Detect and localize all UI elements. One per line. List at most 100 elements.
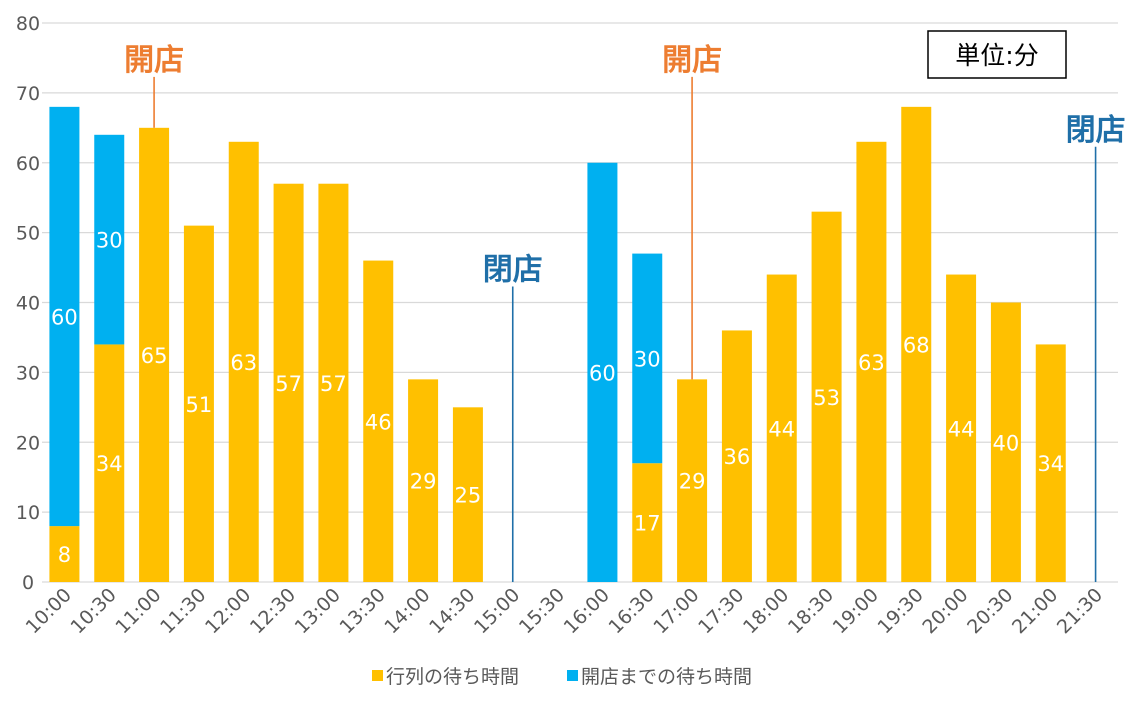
bar-queue-12:30 xyxy=(273,183,304,582)
bars xyxy=(49,106,1066,582)
bar-queue-11:00 xyxy=(139,127,170,582)
bar-data-label: 29 xyxy=(679,470,706,494)
bar-queue-11:30 xyxy=(183,225,214,582)
x-tick-label: 20:00 xyxy=(918,584,972,638)
unit-box-frame xyxy=(927,30,1067,79)
x-tick-label: 18:30 xyxy=(784,584,838,638)
x-tick-label: 18:00 xyxy=(739,584,793,638)
bar-data-label: 17 xyxy=(634,512,661,536)
unit-box-label: 単位:分 xyxy=(955,41,1038,70)
x-tick-label: 10:30 xyxy=(67,584,121,638)
bar-data-label: 29 xyxy=(410,470,437,494)
x-tick-label: 15:00 xyxy=(470,584,524,638)
legend-entry: 行列の待ち時間 xyxy=(386,666,519,688)
annotation-label: 開店 xyxy=(662,43,722,78)
x-tick-label: 12:00 xyxy=(201,584,255,638)
bar-data-label: 60 xyxy=(589,361,616,385)
x-tick-label: 21:00 xyxy=(1008,584,1062,638)
y-tick-label: 0 xyxy=(22,572,34,594)
x-tick-label: 11:30 xyxy=(156,584,210,638)
x-tick-label: 11:00 xyxy=(111,584,165,638)
bar-opening-16:30 xyxy=(632,253,663,464)
gridlines xyxy=(42,22,1118,583)
x-axis-tick-labels: 10:0010:3011:0011:3012:0012:3013:0013:30… xyxy=(22,584,1107,638)
legend-swatch xyxy=(567,670,578,681)
bar-data-label: 57 xyxy=(275,372,302,396)
annotation-label: 閉店 xyxy=(483,253,543,288)
y-tick-label: 50 xyxy=(16,223,40,245)
x-tick-label: 20:30 xyxy=(963,584,1017,638)
bar-data-label: 57 xyxy=(320,372,347,396)
annotation-label: 閉店 xyxy=(1066,113,1126,148)
bar-data-label: 53 xyxy=(813,386,840,410)
y-axis-tick-labels: 0 10 20 30 40 50 60 70 80 xyxy=(16,13,40,594)
bar-queue-18:30 xyxy=(811,211,842,582)
annotation-label: 開店 xyxy=(124,43,184,78)
x-tick-label: 16:00 xyxy=(560,584,614,638)
bar-data-label: 34 xyxy=(96,452,123,476)
y-tick-label: 40 xyxy=(16,293,40,315)
y-tick-label: 60 xyxy=(16,153,40,175)
x-tick-label: 13:30 xyxy=(336,584,390,638)
x-tick-label: 13:00 xyxy=(291,584,345,638)
bar-opening-16:00 xyxy=(587,162,618,582)
bar-data-label: 65 xyxy=(141,344,168,368)
bar-data-label: 25 xyxy=(455,484,482,508)
bar-data-label: 8 xyxy=(58,543,71,567)
bar-queue-17:30 xyxy=(721,330,752,582)
bar-data-label: 63 xyxy=(858,351,885,375)
bar-data-label: 68 xyxy=(903,333,930,357)
x-tick-label: 12:30 xyxy=(246,584,300,638)
unit-box: 単位:分 xyxy=(927,30,1067,79)
bar-queue-20:30 xyxy=(990,302,1021,582)
x-tick-label: 16:30 xyxy=(605,584,659,638)
bar-data-labels: 8 60 34 30 65 51 63 57 57 46 29 25 60 17 30 29 36 44 53 63 6… xyxy=(51,229,1064,567)
legend-entry: 開店までの待ち時間 xyxy=(581,666,752,688)
bar-queue-17:00 xyxy=(677,379,708,582)
bar-data-label: 44 xyxy=(768,417,795,441)
x-tick-label: 14:00 xyxy=(380,584,434,638)
bar-data-label: 40 xyxy=(993,431,1020,455)
legend: 行列の待ち時間 開店までの待ち時間 xyxy=(372,666,752,688)
x-tick-label: 19:00 xyxy=(829,584,883,638)
x-tick-label: 17:30 xyxy=(694,584,748,638)
y-tick-label: 80 xyxy=(16,13,40,35)
bar-opening-10:00 xyxy=(49,106,80,527)
bar-data-label: 46 xyxy=(365,410,392,434)
bar-data-label: 34 xyxy=(1037,452,1064,476)
bar-queue-12:00 xyxy=(228,141,259,582)
bar-queue-18:00 xyxy=(766,274,797,582)
y-tick-label: 30 xyxy=(16,362,40,384)
bar-data-label: 36 xyxy=(724,445,751,469)
bar-queue-16:30 xyxy=(632,463,663,582)
bar-data-label: 30 xyxy=(96,229,123,253)
bar-queue-14:30 xyxy=(452,407,483,582)
x-tick-label: 21:30 xyxy=(1053,584,1107,638)
y-tick-label: 20 xyxy=(16,432,40,454)
bar-queue-19:00 xyxy=(856,141,887,582)
bar-opening-10:30 xyxy=(94,134,125,345)
bar-data-label: 60 xyxy=(51,305,78,329)
bar-queue-13:00 xyxy=(318,183,349,582)
bar-queue-10:00 xyxy=(49,526,80,582)
bar-data-label: 63 xyxy=(230,351,257,375)
bar-queue-14:00 xyxy=(408,379,439,582)
bar-queue-10:30 xyxy=(94,344,125,582)
bar-data-label: 44 xyxy=(948,417,975,441)
y-tick-label: 10 xyxy=(16,502,40,524)
x-tick-label: 17:00 xyxy=(649,584,703,638)
bar-data-label: 30 xyxy=(634,347,661,371)
legend-swatch xyxy=(372,670,383,681)
x-tick-label: 15:30 xyxy=(515,584,569,638)
bar-data-label: 51 xyxy=(186,393,213,417)
y-tick-label: 70 xyxy=(16,83,40,105)
bar-queue-21:00 xyxy=(1035,344,1066,582)
bar-queue-20:00 xyxy=(946,274,977,582)
x-tick-label: 19:30 xyxy=(874,584,928,638)
bar-queue-13:30 xyxy=(363,260,394,582)
bar-queue-19:30 xyxy=(901,106,932,582)
x-tick-label: 14:30 xyxy=(425,584,479,638)
